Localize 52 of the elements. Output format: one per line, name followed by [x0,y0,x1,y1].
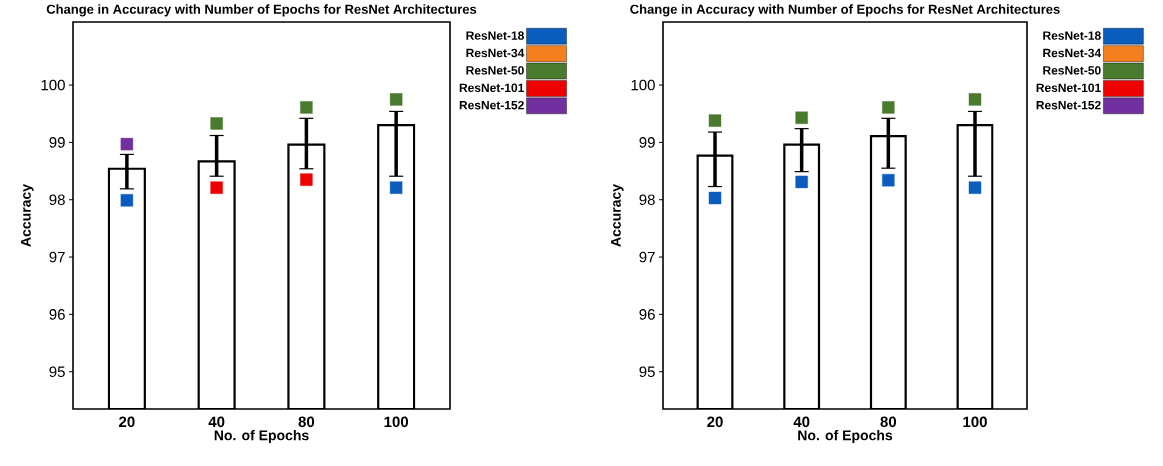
x-tick-label: 100 [963,416,987,428]
y-tick-label: 96 [49,309,65,320]
y-tick-label: 98 [49,194,65,206]
y-tick-label: 100 [631,79,655,91]
point [389,181,403,194]
point [300,101,313,114]
y-tick-label: 99 [49,137,65,148]
y-tick-label: 95 [639,366,655,378]
point [882,101,895,114]
x-tick-label: 80 [880,416,897,428]
y-tick-label: 100 [41,79,65,91]
legend-label: ResNet-101 [1036,83,1101,93]
point [708,191,722,205]
point [708,114,722,127]
point [882,174,895,187]
point [210,181,223,194]
legend-label: ResNet-18 [466,31,524,40]
x-tick-label: 80 [298,416,315,428]
legend-label: ResNet-18 [1043,31,1101,40]
legend-label: ResNet-152 [1036,100,1101,110]
y-axis-title: Accuracy [611,184,624,247]
x-axis-title: No. of Epochs [798,430,893,444]
y-tick-label: 97 [639,251,655,263]
point [795,175,808,189]
legend-label: ResNet-152 [459,100,524,110]
x-tick-label: 40 [208,416,225,428]
x-axis-title: No. of Epochs [214,430,309,444]
y-tick-label: 96 [639,309,655,320]
point [389,93,403,106]
point [968,181,982,194]
point [210,117,223,130]
point [300,173,313,186]
y-tick-label: 95 [49,366,65,378]
x-tick-label: 20 [707,416,723,428]
point [968,93,982,106]
chart-title: Change in Accuracy with Number of Epochs for ResNet Architectures [46,4,477,17]
y-tick-label: 99 [639,137,655,148]
y-tick-label: 97 [49,251,65,263]
y-tick-label: 98 [639,194,655,206]
x-tick-label: 100 [384,416,409,428]
legend-label: ResNet-50 [466,66,524,75]
legend-label: ResNet-50 [1043,66,1101,75]
point [120,137,134,151]
y-axis-title: Accuracy [21,184,34,247]
legend-label: ResNet-34 [466,48,525,58]
point [120,194,134,207]
x-tick-label: 20 [119,416,135,428]
chart-title: Change in Accuracy with Number of Epochs for ResNet Architectures [630,4,1060,17]
legend-label: ResNet-34 [1043,48,1102,58]
x-tick-label: 40 [793,416,810,428]
point [795,111,808,124]
legend-label: ResNet-101 [459,83,524,93]
